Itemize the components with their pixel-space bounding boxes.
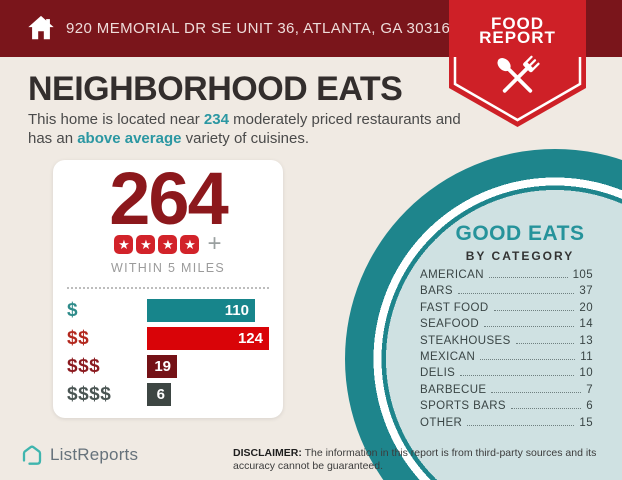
dotted-leader	[493, 309, 575, 311]
price-bar-row: $110	[67, 299, 269, 322]
badge-title: FOOD REPORT	[449, 14, 586, 47]
category-row: BARS 37	[420, 285, 593, 301]
star-rating: ★ ★ ★ ★ +	[53, 230, 283, 257]
dotted-leader	[467, 424, 575, 426]
total-restaurants: 264	[109, 157, 228, 240]
badge-ribbon-shape	[449, 0, 586, 127]
category-row: DELIS 10	[420, 367, 593, 383]
price-bar: 124	[147, 327, 269, 350]
circle-heading: GOOD EATS BY CATEGORY	[420, 222, 620, 263]
star-icon: ★	[136, 234, 156, 254]
category-value: 10	[579, 367, 593, 380]
price-tier-label: $$	[67, 327, 90, 349]
category-label: OTHER	[420, 416, 463, 429]
radius-label: WITHIN 5 MILES	[110, 261, 226, 275]
dotted-leader	[484, 326, 575, 328]
category-value: 14	[579, 318, 593, 331]
category-label: AMERICAN	[420, 269, 484, 281]
badge-title-line2: REPORT	[479, 27, 556, 47]
price-bar-row: $$$ 19	[67, 355, 269, 378]
intro-segment: This home is located near	[28, 111, 204, 128]
category-label: BARBECUE	[420, 383, 487, 396]
dotted-leader	[488, 277, 568, 278]
brand-logo: ListReports	[20, 443, 138, 467]
category-row: OTHER 15	[420, 417, 593, 433]
dotted-leader	[480, 358, 576, 360]
category-label: FAST FOOD	[420, 301, 489, 314]
good-eats-title: GOOD EATS	[455, 222, 585, 245]
home-icon	[28, 15, 54, 40]
category-label: STEAKHOUSES	[420, 334, 511, 347]
dotted-divider	[67, 287, 269, 289]
category-row: SPORTS BARS 6	[420, 400, 593, 416]
price-tier-label: $$$$	[67, 383, 112, 405]
category-list: AMERICAN 105 BARS 37 FAST FOOD 20 SEAFOOD 14 STE…	[420, 269, 593, 433]
property-address: 920 MEMORIAL DR SE UNIT 36, ATLANTA, GA …	[66, 20, 451, 37]
disclaimer-label: DISCLAIMER:	[233, 447, 302, 459]
category-label: SPORTS BARS	[420, 400, 506, 413]
price-bars: $110 $$ 124 $$$ 19 $$$$ 6	[67, 299, 269, 406]
badge-inner-border	[453, 57, 582, 122]
category-value: 7	[586, 383, 593, 396]
category-label: BARS	[420, 285, 453, 298]
category-row: AMERICAN 105	[420, 269, 593, 285]
disclaimer-text: The information in this report is from t…	[233, 447, 597, 472]
intro-segment: variety of cuisines.	[181, 130, 310, 147]
dotted-leader	[460, 375, 575, 377]
category-row: BARBECUE 7	[420, 384, 593, 400]
price-tier-label: $$$	[67, 355, 101, 377]
dotted-leader	[515, 342, 575, 344]
star-icon: ★	[180, 234, 200, 254]
plus-icon: +	[207, 230, 222, 257]
variety-highlight: above average	[77, 130, 182, 147]
intro-text: This home is located near 234 moderately…	[28, 110, 473, 148]
dotted-leader	[457, 293, 575, 295]
category-value: 15	[579, 416, 593, 429]
price-bar: 19	[147, 355, 177, 378]
category-label: MEXICAN	[420, 350, 476, 363]
by-category-subtitle: BY CATEGORY	[465, 249, 575, 263]
category-label: DELIS	[420, 367, 456, 380]
star-icon: ★	[158, 234, 178, 254]
category-value: 6	[586, 400, 593, 413]
category-row: SEAFOOD 14	[420, 318, 593, 334]
category-value: 37	[579, 285, 593, 298]
category-value: 11	[580, 350, 593, 363]
badge-title-line1: FOOD	[490, 14, 545, 33]
dotted-leader	[511, 408, 582, 410]
price-bar: 110	[147, 299, 255, 322]
category-value: 105	[572, 269, 593, 281]
disclaimer: DISCLAIMER: The information in this repo…	[233, 447, 619, 472]
category-row: MEXICAN 11	[420, 351, 593, 367]
price-bar: 6	[147, 383, 171, 406]
price-bar-row: $$$$ 6	[67, 383, 269, 406]
food-report-badge: FOOD REPORT	[449, 0, 586, 128]
category-label: SEAFOOD	[420, 318, 480, 331]
listreports-house-icon	[22, 445, 42, 465]
restaurant-count: 234	[203, 111, 229, 128]
category-value: 20	[579, 301, 593, 314]
intro-segment: moderately priced restaurants and has an	[28, 111, 461, 147]
brand-name: ListReports	[50, 445, 139, 464]
category-row: STEAKHOUSES 13	[420, 335, 593, 351]
page-title: NEIGHBORHOOD EATS	[28, 70, 403, 108]
category-value: 13	[579, 334, 593, 347]
dotted-leader	[491, 391, 582, 393]
price-bar-row: $$ 124	[67, 327, 269, 350]
stats-card: 264 ★ ★ ★ ★ + WITHIN 5 MILES $110 $$ 124 $$$ 19 $…	[53, 160, 283, 418]
price-tier-label: $	[67, 299, 79, 321]
category-row: FAST FOOD 20	[420, 302, 593, 318]
fork-and-spoon-icon	[497, 55, 540, 93]
star-icon: ★	[114, 234, 134, 254]
